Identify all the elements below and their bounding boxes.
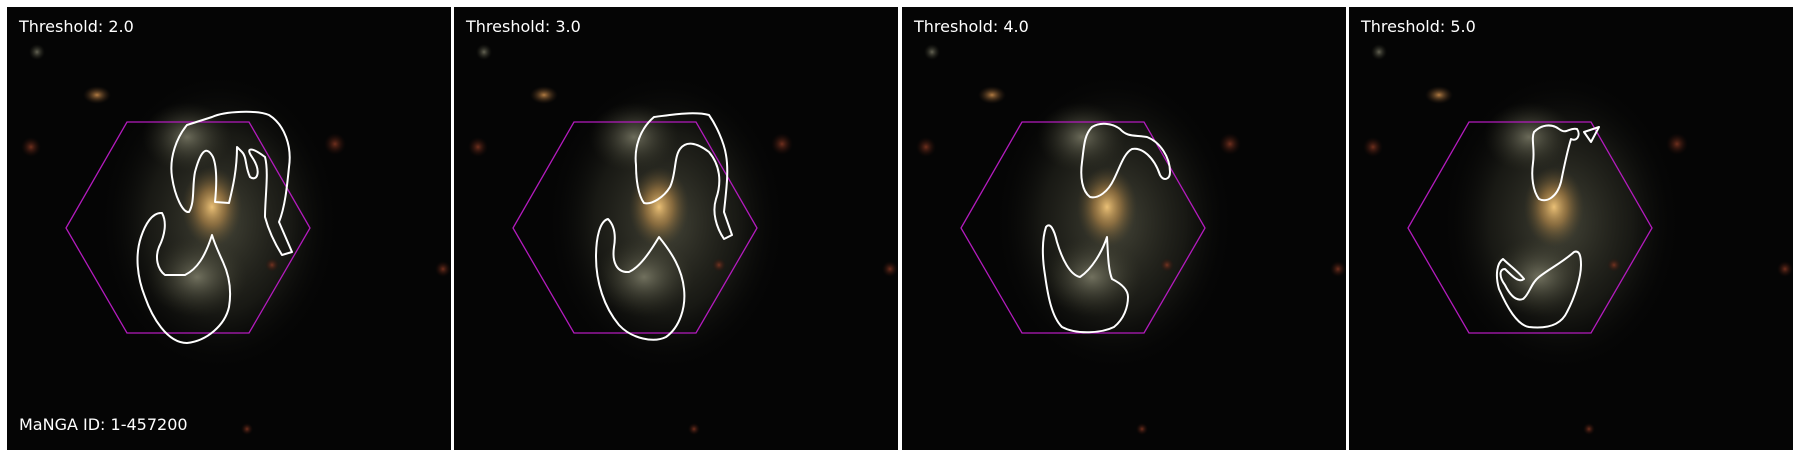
threshold-label: Threshold: 3.0 xyxy=(466,17,581,36)
contour-upper-arm xyxy=(634,112,733,240)
foreground-star xyxy=(1425,86,1453,104)
foreground-star xyxy=(530,86,558,104)
threshold-label: Threshold: 2.0 xyxy=(19,17,134,36)
contour-fragment xyxy=(1583,126,1600,143)
galaxy-image xyxy=(454,7,898,450)
contour-lower-arm xyxy=(1495,250,1582,329)
ifu-hexagon xyxy=(512,121,758,334)
contour-upper-arm xyxy=(1080,122,1171,199)
panel-threshold-2: Threshold: 2.0 MaNGA ID: 1-457200 xyxy=(7,7,451,450)
threshold-label: Threshold: 5.0 xyxy=(1361,17,1476,36)
contour-lower-arm xyxy=(1041,224,1129,334)
panel-threshold-4: Threshold: 4.0 xyxy=(902,7,1346,450)
galaxy-id-label: MaNGA ID: 1-457200 xyxy=(19,415,188,434)
galaxy-image xyxy=(7,7,451,450)
ifu-hexagon xyxy=(1407,121,1653,334)
contour-lower-arm xyxy=(595,218,686,341)
panel-threshold-3: Threshold: 3.0 xyxy=(454,7,898,450)
ifu-hexagon xyxy=(65,121,311,334)
foreground-star xyxy=(83,86,111,104)
foreground-star xyxy=(978,86,1006,104)
ifu-hexagon xyxy=(960,121,1206,334)
galaxy-image xyxy=(902,7,1346,450)
contour-upper-arm xyxy=(1531,124,1580,202)
contour-lower-arm xyxy=(136,211,232,344)
galaxy-image xyxy=(1349,7,1793,450)
threshold-label: Threshold: 4.0 xyxy=(914,17,1029,36)
contour-upper-arm xyxy=(170,110,293,256)
panel-threshold-5: Threshold: 5.0 xyxy=(1349,7,1793,450)
